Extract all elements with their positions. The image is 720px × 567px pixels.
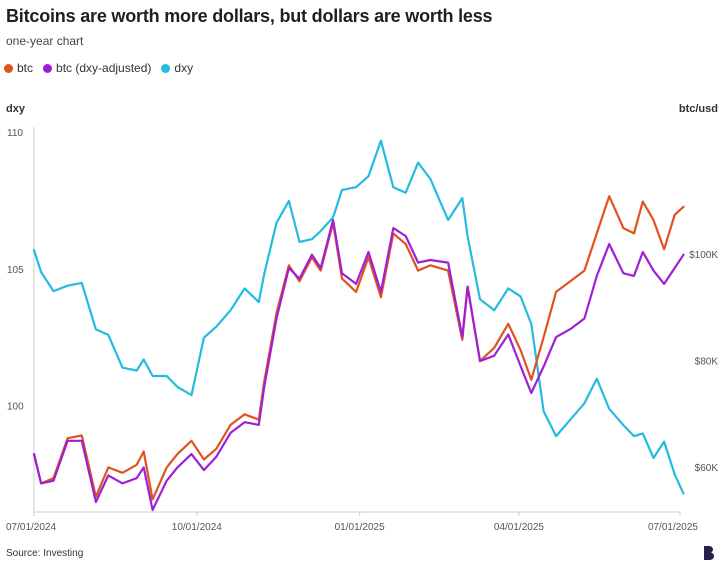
legend-swatch-dxy	[161, 63, 171, 73]
y-right-tick-label: $100K	[689, 250, 718, 261]
x-tick-label: 04/01/2025	[494, 522, 544, 533]
y-left-tick-label: 100	[7, 402, 24, 413]
y-axis-right-title: btc/usd	[679, 103, 718, 115]
legend-label-btc-adjusted: btc (dxy-adjusted)	[56, 61, 152, 75]
y-right-tick-label: $80K	[695, 357, 719, 368]
y-left-tick-label: 105	[7, 265, 24, 276]
legend-item-btc: btc	[4, 61, 33, 75]
source-note: Source: Investing	[6, 548, 84, 559]
legend: btc btc (dxy-adjusted) dxy	[4, 61, 193, 75]
x-tick-label: 07/01/2025	[648, 522, 698, 533]
chart-lines	[32, 139, 685, 512]
series-line-btc	[32, 195, 685, 501]
legend-item-btc-adjusted: btc (dxy-adjusted)	[43, 61, 151, 75]
chart-subtitle: one-year chart	[6, 34, 84, 48]
y-axis-left-title: dxy	[6, 103, 26, 115]
series-line-btc-dxy-adjusted	[32, 219, 685, 512]
legend-item-dxy: dxy	[161, 61, 193, 75]
publisher-logo-icon	[704, 546, 714, 560]
y-left-tick-label: 110	[7, 128, 23, 139]
legend-label-btc: btc	[17, 61, 34, 75]
series-line-dxy	[32, 139, 685, 495]
legend-swatch-btc	[4, 63, 13, 73]
legend-label-dxy: dxy	[174, 61, 194, 75]
x-tick-label: 01/01/2025	[335, 522, 385, 533]
chart-title: Bitcoins are worth more dollars, but dol…	[6, 6, 493, 26]
legend-swatch-btc-adjusted	[43, 63, 53, 73]
chart-axes: dxy btc/usd 110 105 100 $100K $80K $60K 07/01/20…	[6, 103, 718, 533]
x-tick-label: 07/01/2024	[6, 522, 56, 533]
x-tick-label: 10/01/2024	[172, 522, 222, 533]
y-right-tick-label: $60K	[695, 463, 719, 474]
